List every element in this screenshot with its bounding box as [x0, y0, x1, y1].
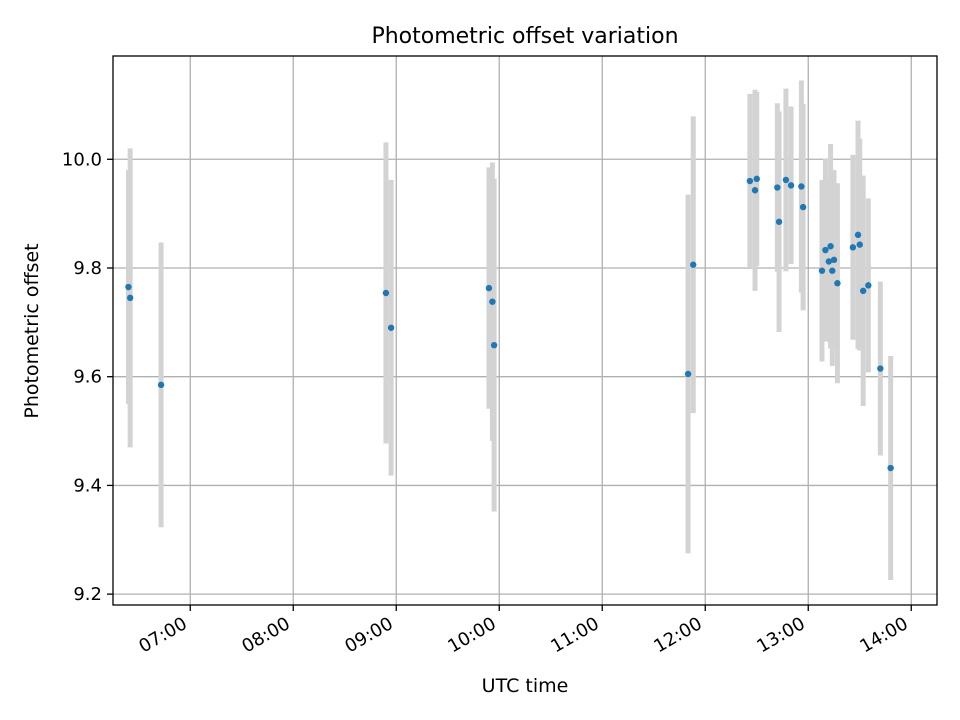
data-point: [887, 464, 894, 472]
data-point: [830, 256, 838, 264]
data-point: [485, 284, 493, 292]
data-point: [822, 246, 829, 254]
data-point: [775, 218, 783, 225]
data-point: [690, 261, 697, 268]
x-axis-label: UTC time: [482, 675, 569, 697]
data-point: [684, 370, 692, 378]
y-tick-label: 9.8: [73, 258, 102, 279]
y-tick-label: 9.6: [73, 367, 102, 388]
y-tick-label: 9.4: [73, 475, 102, 496]
data-point: [126, 294, 134, 302]
plot-frame: [112, 55, 938, 606]
data-point: [829, 267, 836, 274]
data-point: [877, 365, 884, 372]
data-point: [818, 267, 826, 274]
data-point: [490, 341, 498, 349]
data-point: [798, 183, 805, 190]
data-point: [854, 231, 862, 239]
data-point: [787, 182, 795, 189]
data-point: [746, 177, 754, 185]
y-tick-label: 10.0: [62, 149, 102, 170]
data-point: [865, 282, 872, 289]
y-axis-label: Photometric offset: [21, 243, 43, 418]
data-point: [774, 184, 781, 191]
data-point: [489, 298, 496, 305]
data-point: [782, 176, 790, 184]
data-point: [859, 287, 867, 295]
data-point: [382, 289, 390, 297]
data-point: [856, 241, 863, 248]
data-point: [834, 280, 841, 287]
data-point: [849, 244, 857, 251]
data-point: [125, 283, 132, 291]
data-point: [753, 175, 760, 183]
data-point: [157, 381, 165, 389]
data-point: [827, 243, 834, 250]
data-point: [825, 258, 833, 265]
chart-title: Photometric offset variation: [371, 24, 678, 49]
data-point: [387, 324, 395, 331]
y-tick-label: 9.2: [73, 584, 102, 605]
data-point: [799, 203, 807, 211]
data-point: [751, 187, 759, 194]
data-points: [125, 175, 894, 472]
